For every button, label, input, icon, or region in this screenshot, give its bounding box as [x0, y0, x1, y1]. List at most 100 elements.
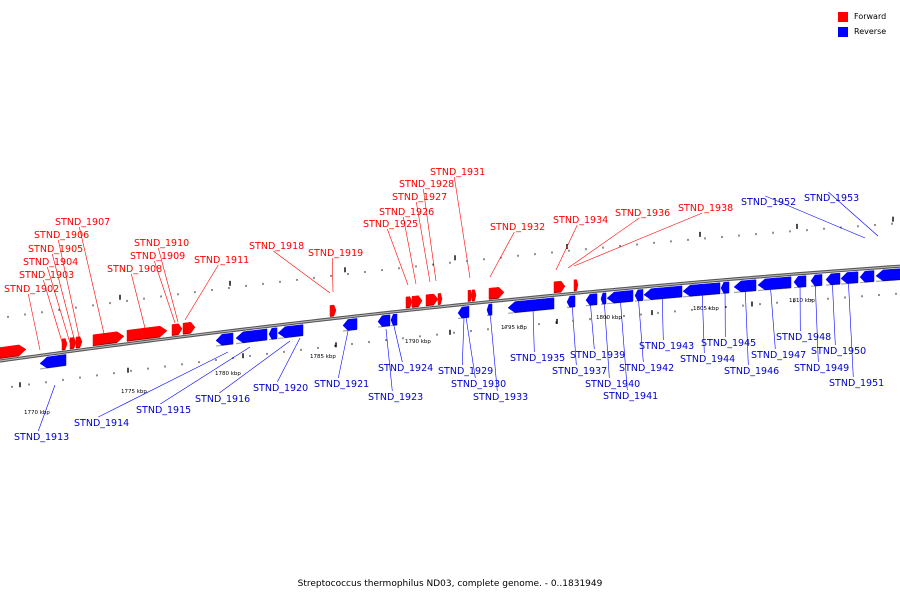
forward-gene-edge	[75, 346, 80, 349]
reverse-gene-label: STND_1944	[680, 354, 735, 365]
reverse-leader	[744, 282, 749, 366]
reverse-gene-label: STND_1913	[14, 432, 69, 443]
reverse-gene-label: STND_1946	[724, 366, 779, 377]
forward-gene-edge	[171, 334, 179, 337]
reverse-gene-label: STND_1941	[603, 391, 658, 402]
forward-leader	[454, 176, 471, 279]
reverse-gene-edge	[457, 316, 470, 320]
reverse-gene-edge	[39, 364, 67, 370]
reverse-gene	[235, 328, 268, 344]
forward-gene-label: STND_1927	[392, 192, 447, 203]
reverse-leader	[661, 288, 664, 341]
reverse-leader	[38, 384, 56, 432]
reverse-gene	[600, 292, 607, 305]
forward-gene-edge	[411, 306, 419, 308]
forward-gene-label: STND_1906	[34, 230, 89, 241]
reverse-gene-label: STND_1933	[473, 392, 528, 403]
reverse-gene-edge	[634, 299, 644, 302]
reverse-gene-edge	[682, 293, 721, 298]
forward-gene-edge	[0, 355, 20, 360]
genome-backbone-highlight	[0, 265, 900, 362]
forward-leader	[273, 250, 331, 294]
forward-gene-edge	[69, 347, 74, 350]
reverse-gene-edge	[390, 324, 398, 327]
reverse-gene-edge	[377, 325, 391, 328]
reverse-leader	[277, 337, 301, 383]
reverse-gene-edge	[810, 284, 823, 287]
reverse-gene-edge	[566, 306, 576, 309]
legend-forward-label: Forward	[854, 12, 887, 21]
reverse-gene-edge	[277, 335, 304, 340]
reverse-gene-label: STND_1952	[741, 197, 796, 208]
reverse-leader	[393, 325, 403, 363]
reverse-gene	[757, 276, 792, 291]
forward-leader	[43, 279, 64, 346]
reverse-gene-edge	[507, 308, 555, 314]
reverse-gene-label: STND_1916	[195, 394, 250, 405]
forward-swatch	[838, 11, 848, 22]
forward-gene	[92, 331, 125, 347]
reverse-gene	[457, 306, 470, 319]
forward-leader	[79, 226, 106, 339]
reverse-gene	[268, 327, 278, 340]
forward-leader	[184, 264, 219, 321]
scale-label: 1795 kbp	[501, 325, 527, 331]
reverse-leader	[532, 307, 535, 353]
forward-gene	[411, 295, 423, 308]
reverse-gene-label: STND_1915	[136, 405, 191, 416]
forward-gene-label: STND_1938	[678, 203, 733, 214]
forward-leader	[154, 260, 176, 324]
genome-caption: Streptococcus thermophilus ND03, complet…	[297, 579, 603, 589]
forward-gene-label: STND_1932	[490, 222, 545, 233]
reverse-leader	[489, 311, 498, 392]
reverse-leader	[603, 296, 610, 379]
reverse-gene-edge	[268, 338, 278, 341]
reverse-leader	[769, 280, 776, 350]
reverse-gene-label: STND_1950	[811, 346, 866, 357]
reverse-leader	[847, 273, 854, 378]
reverse-gene	[507, 297, 555, 313]
reverse-gene-edge	[825, 283, 841, 286]
forward-leader	[387, 228, 409, 286]
forward-gene	[329, 304, 337, 317]
forward-gene-edge	[488, 297, 499, 300]
forward-gene-edge	[182, 332, 191, 335]
reverse-leader	[219, 340, 291, 394]
reverse-gene	[377, 314, 391, 327]
forward-gene	[75, 336, 83, 349]
forward-gene-edge	[425, 304, 434, 307]
reverse-gene-label: STND_1923	[368, 392, 423, 403]
forward-gene	[0, 344, 27, 359]
reverse-gene	[859, 270, 875, 283]
reverse-gene-label: STND_1929	[438, 366, 493, 377]
forward-gene-label: STND_1936	[615, 208, 670, 219]
reverse-gene	[875, 268, 900, 282]
reverse-gene-label: STND_1943	[639, 341, 694, 352]
reverse-leader	[385, 328, 393, 392]
scale-label: 1800 kbp	[596, 315, 622, 321]
reverse-leader	[462, 317, 465, 366]
legend-reverse-label: Reverse	[854, 27, 887, 36]
forward-leader	[158, 247, 179, 323]
forward-leader	[423, 188, 437, 282]
forward-gene-label: STND_1908	[107, 264, 162, 275]
reverse-leader	[98, 351, 229, 418]
legend-reverse: Reverse	[838, 24, 900, 39]
forward-gene-label: STND_1926	[379, 207, 434, 218]
reverse-leader	[619, 294, 628, 391]
legend: Forward Reverse	[838, 9, 900, 39]
reverse-gene-label: STND_1945	[701, 338, 756, 349]
forward-gene	[467, 289, 473, 302]
reverse-gene-edge	[486, 314, 493, 317]
reverse-gene-edge	[215, 343, 234, 347]
forward-gene	[553, 280, 566, 294]
reverse-gene-label: STND_1920	[253, 383, 308, 394]
forward-leader	[131, 273, 146, 329]
reverse-gene-edge	[859, 280, 875, 284]
reverse-gene	[840, 271, 859, 284]
forward-gene-edge	[553, 291, 562, 294]
reverse-gene	[682, 282, 721, 297]
forward-gene	[425, 293, 439, 307]
reverse-gene-edge	[235, 339, 268, 345]
